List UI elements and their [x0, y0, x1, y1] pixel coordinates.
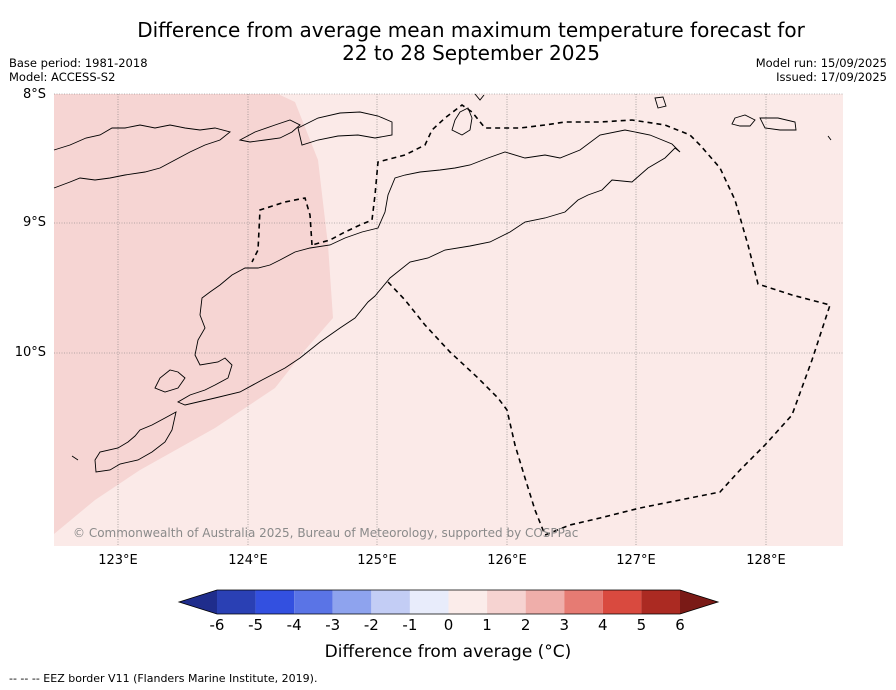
lon-label-126e: 126°E: [487, 553, 527, 568]
lon-label-128e: 128°E: [746, 553, 786, 568]
meta-right: Model run: 15/09/2025 Issued: 17/09/2025: [756, 56, 887, 84]
colorbar-tick-label: 6: [675, 616, 685, 634]
coastlines: [53, 93, 832, 473]
colorbar-swatch: [409, 590, 449, 614]
gridlines: [54, 93, 843, 546]
colorbar-tick-label: 1: [482, 616, 492, 634]
meta-left: Base period: 1981-2018 Model: ACCESS-S2: [9, 56, 148, 84]
anomaly-region-1-2: [54, 94, 333, 534]
base-period: Base period: 1981-2018: [9, 56, 148, 70]
coastline-wetar: [297, 111, 393, 146]
coastline-small-1: [474, 93, 485, 101]
colorbar-swatch: [294, 590, 333, 614]
eez-footnote: -- -- -- EEZ border V11 (Flanders Marine…: [9, 672, 318, 685]
lon-label-127e: 127°E: [616, 553, 656, 568]
coastline-rote: [94, 411, 177, 473]
colorbar-tick-label: -5: [248, 616, 264, 634]
colorbar-tick-label: -3: [325, 616, 341, 634]
colorbar-tick-label: -1: [402, 616, 418, 634]
coastline-savu: [154, 369, 186, 393]
colorbar-swatch: [217, 590, 256, 614]
colorbar-swatch: [255, 590, 295, 614]
issued-date: Issued: 17/09/2025: [776, 70, 887, 84]
map-title: Difference from average mean maximum tem…: [96, 19, 846, 65]
coastline-flores-east: [53, 124, 231, 189]
colorbar-swatch: [448, 590, 488, 614]
lat-label-10s: 10°S: [14, 345, 46, 360]
title-line-2: 22 to 28 September 2025: [342, 41, 600, 65]
colorbar-label: Difference from average (°C): [324, 642, 572, 662]
coastline-sermata: [759, 117, 797, 131]
colorbar-tick-label: -6: [209, 616, 225, 634]
coastline-small-2: [827, 135, 832, 141]
colorbar-swatch: [564, 590, 603, 614]
coastline-leti: [654, 96, 667, 109]
colorbar-tick-label: 2: [520, 616, 531, 634]
colorbar-tick-label: 0: [443, 616, 454, 634]
colorbar-swatch: [487, 590, 526, 614]
coastline-timor: [177, 129, 681, 406]
colorbar-swatch: [602, 590, 642, 614]
colorbar-tick-label: 5: [636, 616, 647, 634]
coastline-babar: [731, 114, 756, 127]
colorbar-swatch: [525, 590, 565, 614]
title-line-1: Difference from average mean maximum tem…: [137, 18, 805, 42]
lat-label-8s: 8°S: [22, 87, 46, 102]
colorbar-tick-label: -2: [363, 616, 379, 634]
colorbar-swatch: [371, 590, 410, 614]
colorbar-extend-high: [680, 590, 718, 614]
colorbar-tick-label: 3: [559, 616, 570, 634]
eez-oecusse: [251, 197, 313, 263]
colorbar: [177, 589, 720, 615]
colorbar-swatch: [332, 590, 372, 614]
colorbar-extend-low: [179, 590, 217, 614]
eez-timor-leste: [311, 104, 832, 537]
lon-label-124e: 124°E: [228, 553, 268, 568]
coastline-small-3: [71, 455, 79, 461]
model-run: Model run: 15/09/2025: [755, 56, 887, 70]
colorbar-tick-label: 4: [598, 616, 608, 634]
eez-border: [251, 104, 832, 537]
lon-label-125e: 125°E: [357, 553, 397, 568]
model-name: Model: ACCESS-S2: [9, 70, 116, 84]
colorbar-tick-label: -4: [286, 616, 302, 634]
colorbar-outline: [177, 589, 720, 615]
coastline-alor: [238, 119, 301, 143]
copyright-notice: © Commonwealth of Australia 2025, Bureau…: [73, 526, 579, 540]
colorbar-swatch: [641, 590, 680, 614]
lat-label-9s: 9°S: [22, 215, 46, 230]
lon-label-123e: 123°E: [98, 553, 138, 568]
